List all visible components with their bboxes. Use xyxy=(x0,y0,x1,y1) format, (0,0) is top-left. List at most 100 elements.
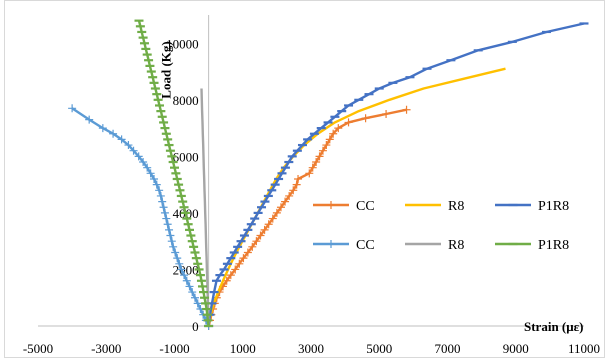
data-point xyxy=(248,242,257,251)
x-axis-title: Strain (με) xyxy=(524,319,584,334)
data-point xyxy=(169,242,178,251)
data-point xyxy=(134,152,143,161)
data-point xyxy=(173,254,182,263)
legend-item: P1R8 xyxy=(495,238,569,253)
legend-item: CC xyxy=(313,199,375,214)
chart-border xyxy=(4,0,605,358)
data-point xyxy=(268,214,277,223)
data-point xyxy=(185,282,194,291)
data-point xyxy=(264,220,273,229)
data-point xyxy=(239,254,248,263)
data-point xyxy=(109,129,118,138)
data-point xyxy=(281,197,290,206)
data-point xyxy=(180,271,189,280)
data-point xyxy=(260,225,269,234)
legend-label: R8 xyxy=(448,238,464,253)
data-point xyxy=(322,141,331,150)
data-point xyxy=(305,169,314,178)
data-point xyxy=(152,180,161,189)
x-tick-label: 5000 xyxy=(366,341,392,356)
data-point xyxy=(171,248,180,257)
data-point xyxy=(162,214,171,223)
data-point xyxy=(150,174,159,183)
data-point xyxy=(226,271,235,280)
x-tick-label: 3000 xyxy=(298,341,324,356)
data-point xyxy=(382,109,391,118)
series-5 xyxy=(200,88,210,327)
legend-item: P1R8 xyxy=(495,199,569,214)
data-point xyxy=(139,158,148,167)
data-point xyxy=(315,152,324,161)
data-point xyxy=(327,240,335,248)
data-point xyxy=(231,265,240,274)
data-point xyxy=(68,104,77,113)
data-point xyxy=(276,203,285,212)
y-tick-label: 0 xyxy=(192,319,199,334)
data-point xyxy=(292,180,301,189)
data-point xyxy=(124,141,133,150)
data-point xyxy=(190,293,199,302)
data-point xyxy=(334,124,343,133)
data-point xyxy=(325,135,334,144)
data-point xyxy=(252,237,261,246)
data-point xyxy=(285,191,294,200)
data-point xyxy=(175,259,184,268)
data-point xyxy=(129,146,138,155)
x-tick-label: 7000 xyxy=(435,341,461,356)
y-tick-label: 10000 xyxy=(166,36,199,51)
data-point xyxy=(318,146,327,155)
data-point xyxy=(167,237,176,246)
legend-item: CC xyxy=(313,238,375,253)
data-point xyxy=(146,169,155,178)
data-point xyxy=(165,225,174,234)
data-point xyxy=(155,186,164,195)
data-point xyxy=(235,259,244,268)
series-3 xyxy=(204,22,589,328)
data-point xyxy=(243,248,252,257)
series-line xyxy=(207,108,407,327)
data-point xyxy=(182,276,191,285)
legend-label: CC xyxy=(356,238,375,253)
data-point xyxy=(289,186,298,195)
x-tick-label: 9000 xyxy=(503,341,529,356)
x-axis: -5000 -3000 -1000 1000 3000 5000 7000 9000 11000 xyxy=(23,325,600,356)
data-point xyxy=(158,197,167,206)
data-point xyxy=(166,231,175,240)
legend: CC R8 P1R8 CC R8 P1R8 xyxy=(313,199,569,253)
data-point xyxy=(156,191,165,200)
data-point xyxy=(308,163,317,172)
data-point xyxy=(312,158,321,167)
y-tick-label: 6000 xyxy=(173,149,199,164)
data-point xyxy=(272,208,281,217)
legend-label: R8 xyxy=(448,199,464,214)
series-line xyxy=(200,88,210,327)
data-point xyxy=(85,115,94,124)
data-point xyxy=(160,208,169,217)
data-point xyxy=(163,220,172,229)
legend-label: P1R8 xyxy=(538,238,569,253)
data-point xyxy=(177,265,186,274)
data-point xyxy=(143,163,152,172)
x-tick-label: -1000 xyxy=(159,341,189,356)
data-point xyxy=(294,174,303,183)
data-point xyxy=(188,288,197,297)
legend-label: P1R8 xyxy=(538,199,569,214)
y-axis-title: Load (Kg) xyxy=(159,41,174,98)
data-point xyxy=(327,201,335,209)
x-tick-label: -3000 xyxy=(91,341,121,356)
x-tick-label: -5000 xyxy=(23,341,53,356)
series-layer xyxy=(68,19,589,330)
data-point xyxy=(117,135,126,144)
data-point xyxy=(98,124,107,133)
data-point xyxy=(256,231,265,240)
legend-label: CC xyxy=(356,199,375,214)
legend-item: R8 xyxy=(405,238,464,253)
data-point xyxy=(159,203,168,212)
data-point xyxy=(402,105,411,114)
data-point xyxy=(344,118,353,127)
x-tick-label: 11000 xyxy=(568,341,600,356)
series-6 xyxy=(134,19,214,328)
data-point xyxy=(329,129,338,138)
